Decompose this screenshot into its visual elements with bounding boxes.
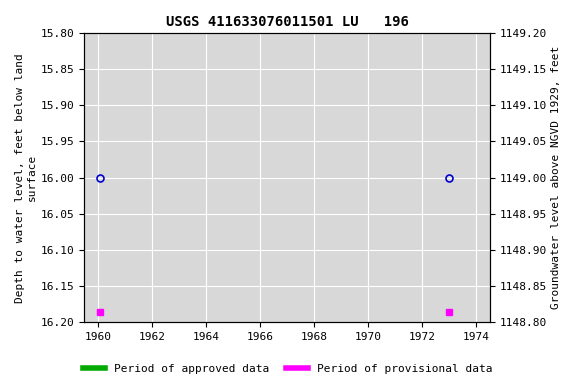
Title: USGS 411633076011501 LU   196: USGS 411633076011501 LU 196 <box>166 15 408 29</box>
Legend: Period of approved data, Period of provisional data: Period of approved data, Period of provi… <box>79 359 497 379</box>
Y-axis label: Depth to water level, feet below land
surface: Depth to water level, feet below land su… <box>15 53 37 303</box>
Y-axis label: Groundwater level above NGVD 1929, feet: Groundwater level above NGVD 1929, feet <box>551 46 561 309</box>
